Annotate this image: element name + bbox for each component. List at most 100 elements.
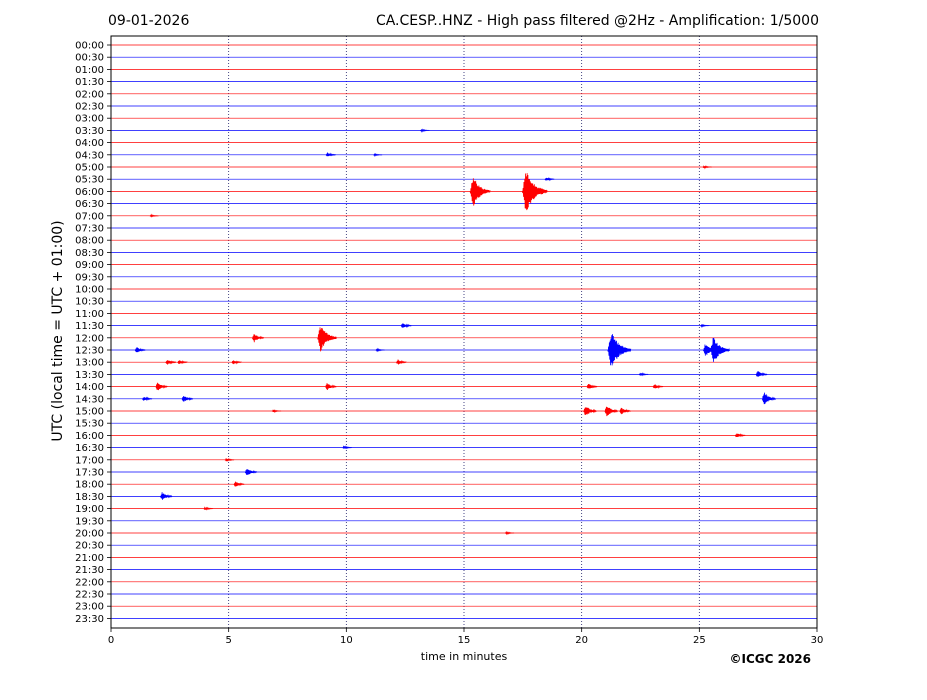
seismic-event [373,152,383,157]
y-tick-label: 06:30 [75,199,104,210]
y-tick-label: 02:30 [75,102,104,113]
y-tick-label: 21:30 [75,565,104,576]
seismic-event [761,392,776,405]
seismic-event [755,371,768,377]
seismic-event [734,433,746,438]
seismic-event [400,323,412,328]
seismic-event [203,506,214,511]
seismic-event [702,165,712,170]
seismic-event [544,176,555,182]
seismic-event [181,396,194,402]
seismic-event [251,334,265,343]
y-tick-label: 00:00 [75,41,104,52]
seismic-event [342,445,353,450]
y-tick-label: 19:00 [75,504,104,515]
chart-title: CA.CESP..HNZ - High pass filtered @2Hz -… [376,13,819,29]
y-tick-label: 01:00 [75,65,104,76]
y-tick-label: 17:00 [75,455,104,466]
y-tick-label: 10:30 [75,297,104,308]
seismic-event [604,406,618,417]
y-tick-label: 01:30 [75,77,104,88]
y-tick-label: 04:00 [75,138,104,149]
y-tick-label: 00:30 [75,53,104,64]
seismic-event [271,409,282,414]
y-tick-label: 15:00 [75,407,104,418]
seismic-event [142,396,153,402]
seismic-event [619,407,631,415]
y-tick-label: 16:30 [75,443,104,454]
y-tick-label: 22:30 [75,590,104,601]
y-tick-label: 06:00 [75,187,104,198]
seismic-event [177,360,188,365]
chart-date: 09-01-2026 [108,13,189,29]
y-tick-label: 23:30 [75,614,104,625]
y-tick-label: 12:30 [75,346,104,357]
seismic-event [244,469,258,475]
seismic-event [586,384,598,389]
seismic-event [325,152,336,157]
y-tick-label: 05:30 [75,175,104,186]
seismic-event [149,213,159,218]
y-tick-label: 04:30 [75,150,104,161]
x-tick-label: 0 [108,635,114,646]
seismic-event [607,334,632,366]
seismic-event [420,128,430,133]
y-tick-label: 07:30 [75,224,104,235]
seismic-event [700,323,710,329]
y-tick-label: 03:00 [75,114,104,125]
y-tick-label: 18:30 [75,492,104,503]
y-tick-label: 13:30 [75,370,104,381]
y-tick-label: 05:00 [75,163,104,174]
seismic-event [583,407,597,415]
seismic-event [504,530,515,536]
seismic-event [469,178,491,206]
y-tick-label: 14:30 [75,394,104,405]
seismic-event [638,372,649,377]
seismic-event [710,337,730,362]
seismic-event [224,457,235,462]
x-tick-label: 25 [693,635,706,646]
x-tick-label: 15 [458,635,471,646]
y-tick-label: 16:00 [75,431,104,442]
seismic-event [375,347,385,353]
y-tick-label: 14:00 [75,382,104,393]
seismic-event [155,382,168,391]
y-tick-label: 07:00 [75,211,104,222]
seismic-event [233,481,245,487]
y-tick-label: 15:30 [75,419,104,430]
y-tick-label: 08:00 [75,236,104,247]
x-axis-label: time in minutes [421,650,508,663]
seismic-event [652,384,664,389]
seismic-event [317,327,337,352]
seismic-event [134,347,146,353]
plot-frame [110,35,818,629]
x-tick-label: 30 [811,635,824,646]
grid-layer [228,36,700,628]
y-tick-label: 20:30 [75,541,104,552]
x-tick-label: 5 [225,635,231,646]
y-tick-label: 20:00 [75,529,104,540]
y-tick-label: 19:30 [75,516,104,527]
y-axis-label: UTC (local time = UTC + 01:00) [50,220,66,441]
y-tick-label: 17:30 [75,468,104,479]
y-tick-label: 11:00 [75,309,104,320]
y-tick-label: 22:00 [75,577,104,588]
y-tick-label: 09:30 [75,272,104,283]
y-tick-label: 11:30 [75,321,104,332]
traces-layer [111,44,817,619]
seismic-event [396,359,407,365]
y-tick-label: 21:00 [75,553,104,564]
y-tick-label: 10:00 [75,285,104,296]
y-tick-label: 23:00 [75,602,104,613]
x-tick-label: 20 [575,635,588,646]
seismic-event [160,492,173,500]
y-tick-label: 02:00 [75,89,104,100]
copyright-label: ©ICGC 2026 [729,652,811,666]
y-tick-label: 03:30 [75,126,104,137]
seismic-event [325,383,337,390]
y-tick-label: 08:30 [75,248,104,259]
y-tick-label: 18:00 [75,480,104,491]
